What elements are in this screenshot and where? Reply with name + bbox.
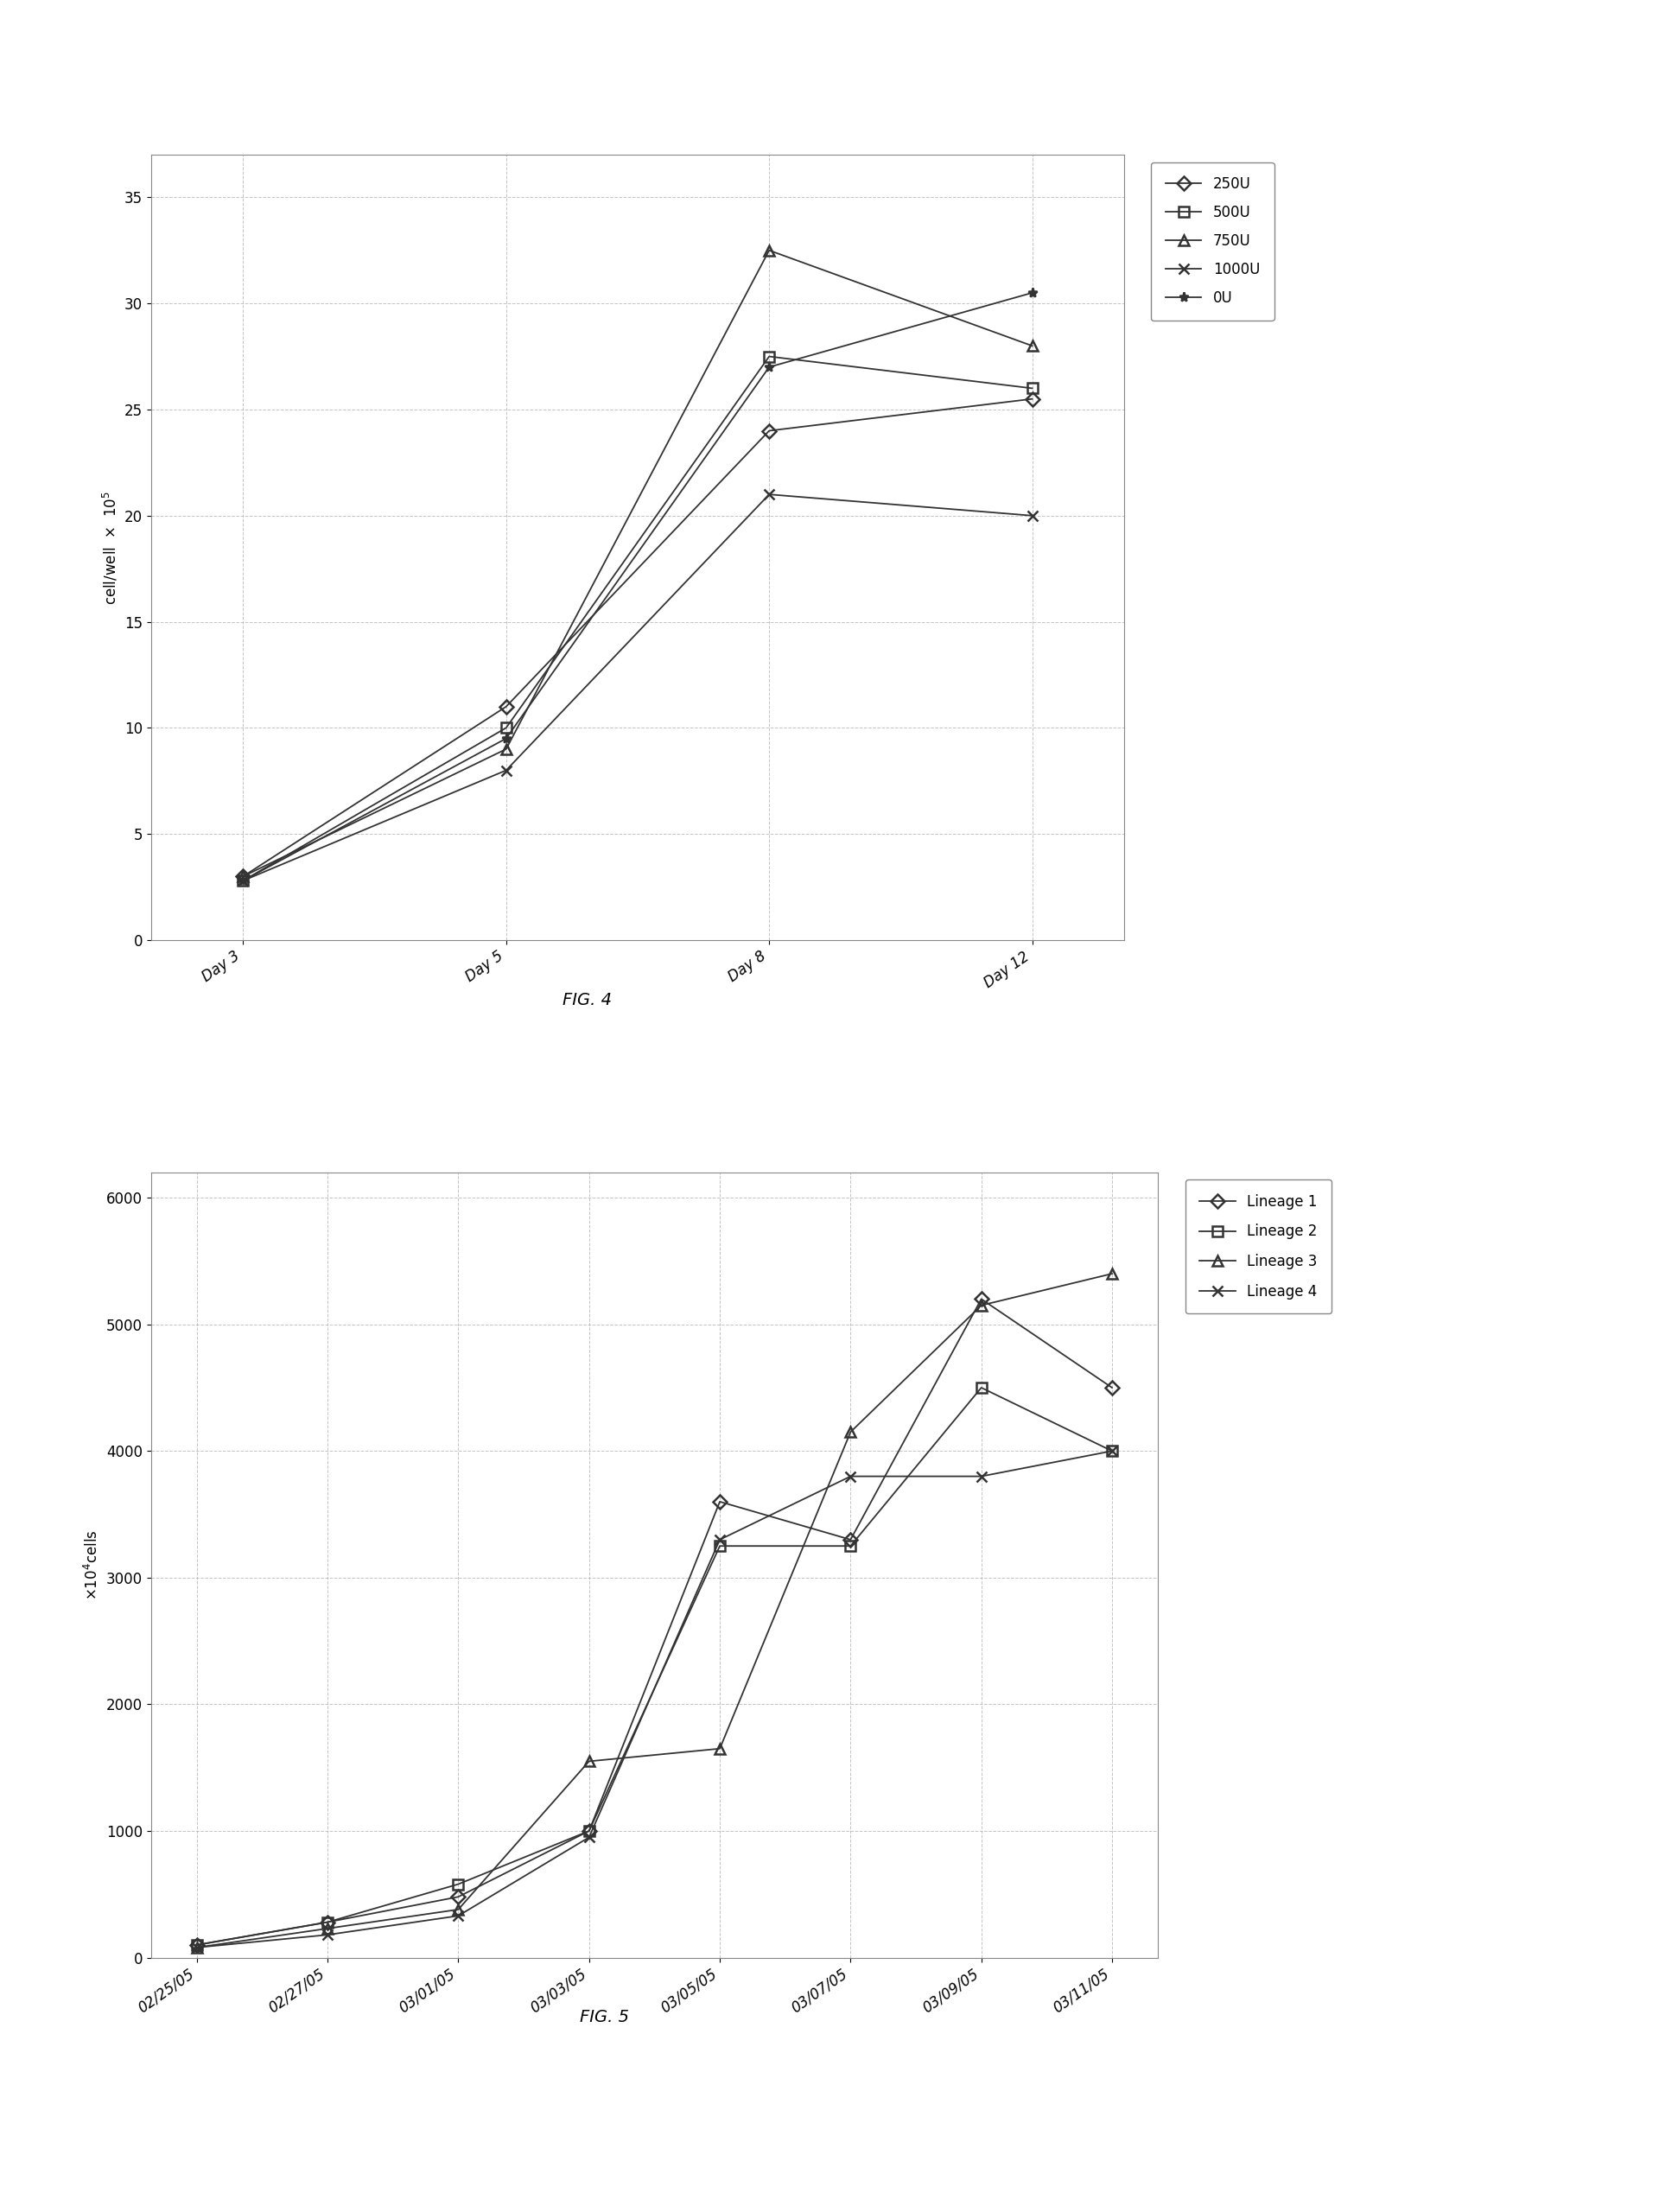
Lineage 1 xyxy=(710,1489,730,1515)
750U xyxy=(758,237,779,263)
Lineage 3 xyxy=(710,1736,730,1763)
Lineage 2 xyxy=(448,1871,468,1898)
Line: 0U: 0U xyxy=(238,288,1037,885)
Lineage 1 xyxy=(841,1526,861,1553)
1000U xyxy=(497,757,517,783)
Lineage 4 xyxy=(841,1462,861,1489)
Lineage 3 xyxy=(1102,1261,1123,1287)
Lineage 2 xyxy=(1102,1438,1123,1464)
0U xyxy=(497,726,517,752)
Lineage 4 xyxy=(579,1825,599,1851)
500U xyxy=(758,343,779,369)
Lineage 3 xyxy=(448,1896,468,1922)
Text: FIG. 5: FIG. 5 xyxy=(579,2008,629,2026)
Lineage 4 xyxy=(972,1462,992,1489)
Lineage 2 xyxy=(841,1533,861,1559)
Line: Lineage 3: Lineage 3 xyxy=(191,1270,1118,1953)
Lineage 2 xyxy=(579,1818,599,1845)
1000U xyxy=(1022,502,1042,529)
Lineage 1 xyxy=(317,1909,337,1936)
500U xyxy=(1022,376,1042,403)
Legend: 250U, 500U, 750U, 1000U, 0U: 250U, 500U, 750U, 1000U, 0U xyxy=(1151,161,1274,321)
Y-axis label: cell/well  ×  10$^5$: cell/well × 10$^5$ xyxy=(101,491,119,604)
250U xyxy=(758,418,779,445)
0U xyxy=(758,354,779,380)
Lineage 2 xyxy=(972,1374,992,1400)
Text: FIG. 4: FIG. 4 xyxy=(562,991,612,1009)
Lineage 4 xyxy=(186,1933,206,1960)
250U xyxy=(233,863,253,889)
750U xyxy=(497,737,517,763)
Lineage 2 xyxy=(186,1931,206,1958)
Line: Lineage 2: Lineage 2 xyxy=(191,1382,1118,1949)
250U xyxy=(497,692,517,719)
Line: Lineage 1: Lineage 1 xyxy=(191,1294,1118,1949)
250U xyxy=(1022,385,1042,411)
Legend: Lineage 1, Lineage 2, Lineage 3, Lineage 4: Lineage 1, Lineage 2, Lineage 3, Lineage… xyxy=(1185,1179,1332,1314)
Lineage 1 xyxy=(448,1885,468,1911)
Line: Lineage 4: Lineage 4 xyxy=(191,1447,1118,1953)
Line: 1000U: 1000U xyxy=(238,489,1037,885)
Lineage 3 xyxy=(186,1933,206,1960)
0U xyxy=(233,867,253,894)
Lineage 2 xyxy=(710,1533,730,1559)
1000U xyxy=(233,867,253,894)
Lineage 4 xyxy=(448,1902,468,1929)
Lineage 4 xyxy=(317,1922,337,1949)
Line: 250U: 250U xyxy=(238,394,1037,880)
0U xyxy=(1022,279,1042,305)
Lineage 1 xyxy=(972,1285,992,1312)
Y-axis label: ×10$^4$cells: ×10$^4$cells xyxy=(84,1531,101,1599)
1000U xyxy=(758,482,779,509)
Lineage 1 xyxy=(1102,1374,1123,1400)
Line: 500U: 500U xyxy=(238,352,1037,885)
Lineage 4 xyxy=(710,1526,730,1553)
Lineage 3 xyxy=(972,1292,992,1318)
Lineage 2 xyxy=(317,1909,337,1936)
Lineage 4 xyxy=(1102,1438,1123,1464)
Lineage 3 xyxy=(317,1916,337,1942)
500U xyxy=(233,867,253,894)
750U xyxy=(233,863,253,889)
Lineage 1 xyxy=(579,1818,599,1845)
500U xyxy=(497,714,517,741)
Lineage 3 xyxy=(579,1747,599,1774)
Lineage 3 xyxy=(841,1418,861,1444)
Lineage 1 xyxy=(186,1931,206,1958)
Line: 750U: 750U xyxy=(238,246,1037,880)
750U xyxy=(1022,332,1042,358)
